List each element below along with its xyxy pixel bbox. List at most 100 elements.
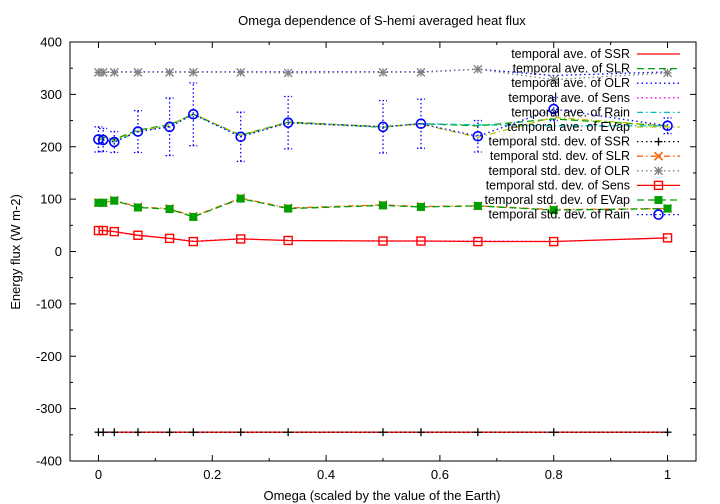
- data-point: [164, 121, 175, 133]
- data-point: [133, 203, 142, 212]
- x-axis-label: Omega (scaled by the value of the Earth): [263, 488, 500, 503]
- data-point: [283, 68, 293, 78]
- data-point: [99, 428, 108, 437]
- data-point: [377, 121, 389, 133]
- data-point: [110, 428, 119, 437]
- data-point: [378, 67, 388, 77]
- data-point: [663, 204, 672, 213]
- data-point: [109, 67, 119, 77]
- data-point: [549, 206, 558, 215]
- legend-entry: temporal ave. of EVap: [507, 120, 680, 134]
- series-12: [93, 82, 673, 163]
- x-tick-label: 0.6: [431, 467, 449, 482]
- y-tick-label: -100: [36, 296, 62, 311]
- data-point: [99, 198, 108, 207]
- legend-label: temporal ave. of SSR: [511, 47, 630, 61]
- y-tick-label: -400: [36, 454, 62, 469]
- data-point: [663, 428, 672, 437]
- legend-marker: [654, 137, 663, 146]
- legend-entry: temporal std. dev. of SSR: [489, 135, 680, 149]
- error-bar: [379, 100, 387, 154]
- data-point: [97, 134, 109, 146]
- legend-entry: temporal ave. of SLR: [513, 62, 680, 76]
- data-point: [549, 236, 559, 247]
- data-point: [133, 230, 143, 240]
- data-layer: [93, 64, 673, 437]
- legend-label: temporal std. dev. of OLR: [489, 164, 631, 178]
- data-point: [188, 67, 198, 77]
- data-point: [189, 428, 198, 437]
- data-point: [662, 120, 673, 132]
- y-tick-label: 200: [40, 139, 62, 154]
- legend-entry: temporal std. dev. of Sens: [486, 178, 680, 192]
- legend-label: temporal ave. of OLR: [511, 76, 630, 90]
- data-point: [98, 67, 108, 77]
- series-line: [98, 108, 668, 143]
- y-tick-label: 400: [40, 35, 62, 50]
- data-point: [165, 428, 174, 437]
- data-point: [164, 233, 175, 244]
- data-point: [110, 196, 119, 205]
- data-point: [132, 126, 144, 137]
- legend-label: temporal ave. of Sens: [508, 91, 630, 105]
- series-line: [98, 113, 668, 142]
- data-point: [282, 117, 294, 128]
- legend-marker: [653, 180, 664, 191]
- legend-label: temporal ave. of Rain: [511, 105, 630, 119]
- data-point: [93, 134, 104, 145]
- legend-label: temporal ave. of EVap: [507, 120, 630, 134]
- legend-label: temporal ave. of SLR: [513, 62, 630, 76]
- data-point: [236, 67, 246, 77]
- data-point: [93, 225, 104, 236]
- data-point: [284, 204, 293, 213]
- data-point: [416, 428, 425, 437]
- axes-layer: 0 0.2 0.4 0.6 0.8 1 -400 -300 -200 -100 0 100 200 300…: [36, 35, 697, 482]
- legend-entry: temporal std. dev. of OLR: [489, 164, 680, 178]
- series-9: [93, 64, 673, 85]
- data-point: [473, 428, 482, 437]
- legend-entry: temporal ave. of OLR: [511, 76, 680, 90]
- legend-marker: [654, 166, 663, 176]
- series-10: [93, 225, 673, 247]
- legend-label: temporal std. dev. of Sens: [486, 178, 630, 192]
- data-point: [236, 194, 245, 203]
- series-line: [98, 229, 668, 243]
- data-point: [189, 212, 198, 221]
- series-6: [98, 113, 668, 142]
- series-11: [94, 194, 672, 221]
- legend-label: temporal std. dev. of Rain: [488, 208, 630, 222]
- data-point: [416, 236, 426, 246]
- data-point: [379, 428, 387, 437]
- legend-entry: temporal ave. of Sens: [508, 91, 680, 105]
- data-point: [236, 428, 245, 437]
- legend-entry: temporal ave. of Rain: [511, 105, 680, 119]
- data-point: [549, 75, 559, 85]
- data-point: [379, 201, 387, 210]
- error-bar: [189, 82, 198, 147]
- data-point: [472, 130, 484, 142]
- data-point: [283, 235, 293, 246]
- data-point: [415, 118, 427, 130]
- data-point: [165, 67, 175, 77]
- error-bar: [549, 96, 558, 122]
- error-bar: [165, 97, 174, 157]
- data-point: [133, 428, 142, 437]
- data-point: [236, 234, 246, 244]
- legend-entry: temporal std. dev. of SLR: [490, 149, 680, 163]
- error-bar: [284, 95, 293, 150]
- data-point: [473, 64, 483, 74]
- legend-entry: temporal ave. of SSR: [511, 47, 680, 61]
- y-tick-label: 100: [40, 192, 62, 207]
- data-point: [165, 205, 174, 214]
- legend-marker: [653, 209, 664, 220]
- data-point: [109, 226, 119, 237]
- legend-marker: [654, 196, 663, 204]
- error-bar: [110, 130, 119, 154]
- legend-entry: temporal std. dev. of EVap: [485, 193, 680, 207]
- error-bar: [99, 127, 108, 153]
- legend-label: temporal std. dev. of EVap: [485, 193, 630, 207]
- legend-marker: [653, 151, 664, 161]
- legend-label: temporal std. dev. of SLR: [490, 149, 630, 163]
- data-point: [416, 202, 425, 211]
